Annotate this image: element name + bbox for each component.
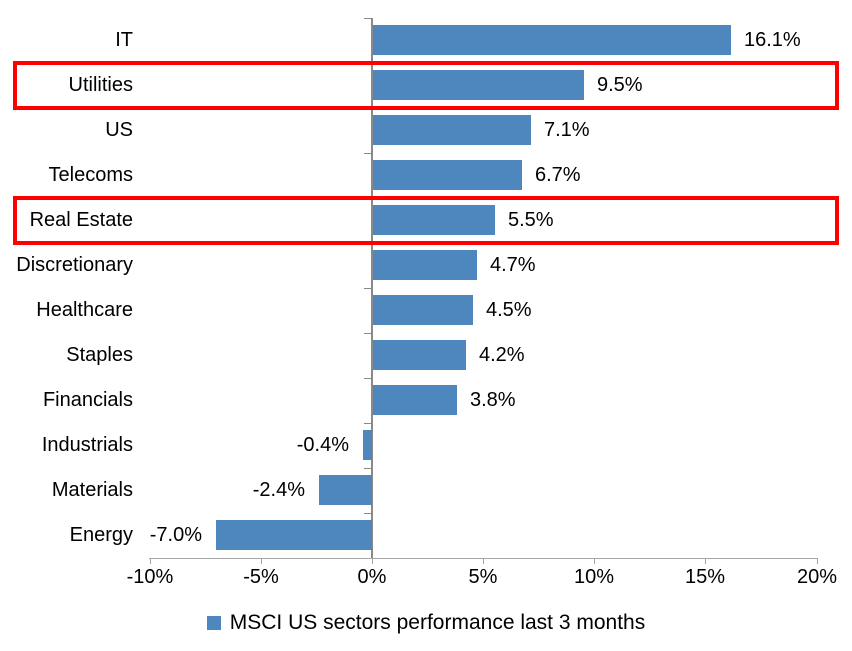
- category-label: Discretionary: [16, 253, 133, 276]
- value-label: -0.4%: [296, 433, 349, 456]
- bar: [373, 115, 531, 145]
- x-axis-tick: [483, 558, 484, 564]
- x-tick-label: -5%: [243, 566, 279, 588]
- y-axis-tick: [364, 333, 371, 334]
- category-label: Healthcare: [36, 298, 133, 321]
- y-axis-tick: [364, 288, 371, 289]
- legend-swatch-icon: [206, 616, 221, 630]
- bar: [319, 475, 372, 505]
- category-label: Staples: [66, 343, 133, 366]
- value-label: 5.5%: [508, 208, 554, 231]
- category-label: Materials: [51, 478, 133, 501]
- value-label: 4.5%: [486, 298, 532, 321]
- bar: [363, 430, 372, 460]
- highlight-box: [13, 61, 839, 110]
- x-tick-label: 10%: [573, 566, 615, 588]
- x-axis-tick: [372, 558, 373, 564]
- x-axis-tick: [261, 558, 262, 564]
- x-axis-tick: [594, 558, 595, 564]
- value-label: 4.7%: [490, 253, 536, 276]
- x-axis-tick: [817, 558, 818, 564]
- y-axis-tick: [364, 153, 371, 154]
- bar: [373, 295, 473, 325]
- bar: [373, 340, 466, 370]
- highlight-box: [13, 196, 839, 245]
- value-label: 4.2%: [479, 343, 525, 366]
- bar: [373, 385, 457, 415]
- y-axis-tick: [364, 18, 371, 19]
- x-tick-label: -10%: [126, 566, 174, 588]
- category-label: Financials: [42, 388, 133, 411]
- category-label: Energy: [69, 523, 133, 546]
- bar: [373, 205, 495, 235]
- value-label: 6.7%: [535, 163, 581, 186]
- bar: [373, 160, 522, 190]
- category-label: Utilities: [68, 73, 133, 96]
- x-axis-tick: [150, 558, 151, 564]
- value-label: 7.1%: [544, 118, 590, 141]
- category-label: US: [105, 118, 133, 141]
- x-tick-label: 5%: [468, 566, 498, 588]
- x-axis-tick: [705, 558, 706, 564]
- x-tick-label: 20%: [796, 566, 838, 588]
- value-label: -2.4%: [252, 478, 305, 501]
- y-axis-tick: [364, 378, 371, 379]
- bar: [373, 70, 584, 100]
- category-label: Real Estate: [29, 208, 133, 231]
- y-axis-tick: [364, 468, 371, 469]
- bar: [216, 520, 372, 550]
- category-label: IT: [115, 28, 133, 51]
- value-label: -7.0%: [149, 523, 202, 546]
- bar: [373, 250, 477, 280]
- category-label: Telecoms: [48, 163, 133, 186]
- legend: MSCI US sectors performance last 3 month…: [0, 611, 852, 635]
- x-tick-label: 0%: [357, 566, 387, 588]
- legend-label: MSCI US sectors performance last 3 month…: [229, 611, 646, 634]
- value-label: 9.5%: [597, 73, 643, 96]
- x-tick-label: 15%: [684, 566, 726, 588]
- y-axis-line: [371, 18, 373, 558]
- category-label: Industrials: [41, 433, 133, 456]
- y-axis-tick: [364, 423, 371, 424]
- y-axis-tick: [364, 513, 371, 514]
- bar: [373, 25, 731, 55]
- value-label: 3.8%: [470, 388, 516, 411]
- value-label: 16.1%: [744, 28, 801, 51]
